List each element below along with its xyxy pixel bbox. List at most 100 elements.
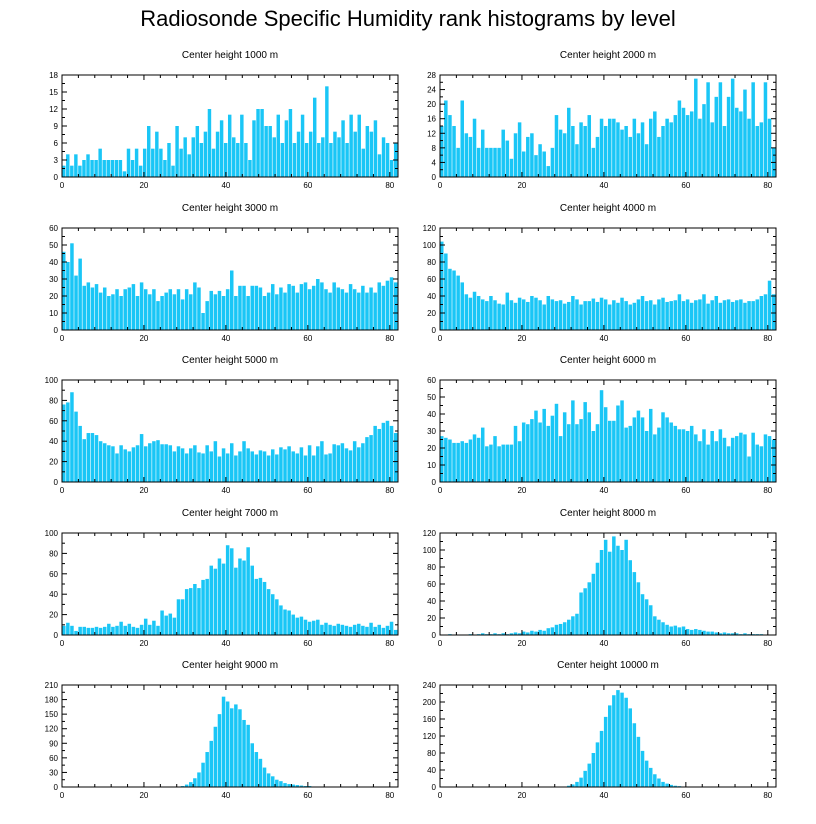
histogram-bar [440,126,444,177]
histogram-bar [505,292,510,330]
histogram-bar [755,444,760,482]
histogram-bar [110,160,115,177]
histogram-bar [448,439,452,482]
histogram-bar [217,290,222,330]
histogram-bar [381,137,386,177]
histogram-bar [283,783,287,787]
histogram-bar [102,160,106,177]
histogram-bar [201,579,205,635]
histogram-bar [767,118,772,177]
x-tick-label: 80 [385,486,394,495]
histogram-bar [677,429,682,482]
y-tick-label: 240 [423,681,437,690]
histogram-bar [288,109,293,177]
histogram-bar [452,442,456,482]
histogram-bar [179,148,183,177]
histogram-bar [377,624,382,635]
histogram-bar [369,131,374,177]
histogram-bar [685,115,690,177]
x-tick-label: 20 [139,486,148,495]
histogram-bar [223,143,228,177]
histogram-panel-2: Center height 2000 m 0 20 40 60 80 0 4 8 12 16 20 24… [427,50,777,190]
y-tick-label: 160 [423,715,437,724]
histogram-bar [603,716,608,788]
histogram-bar [119,296,123,330]
histogram-bar [624,539,628,635]
histogram-bar [542,630,546,635]
panel-title: Center height 9000 m [182,660,278,671]
histogram-bar [159,148,163,177]
histogram-bar [373,292,377,330]
y-tick-label: 40 [427,766,436,775]
histogram-bar [575,613,579,635]
histogram-bar [107,296,111,330]
histogram-bar [509,158,514,177]
histogram-bar [755,299,760,330]
histogram-bar [464,294,469,330]
histogram-bar [115,625,119,635]
histogram-bar [82,160,86,177]
histogram-bar [714,96,719,177]
histogram-bar [74,411,78,482]
histogram-bar [287,284,291,330]
histogram-bar [538,300,542,330]
histogram-bar [320,441,324,482]
histogram-bar [184,289,189,330]
histogram-bar [497,446,501,482]
y-tick-label: 100 [45,529,59,538]
x-tick-label: 0 [438,791,443,800]
histogram-bar [193,282,197,330]
histogram-bar [505,444,510,482]
histogram-bar [505,140,510,177]
x-tick-label: 80 [385,639,394,648]
y-tick-label: 40 [49,590,58,599]
histogram-bar [217,456,222,482]
histogram-bar [575,299,579,330]
histogram-bar [710,300,714,330]
histogram-bar [316,446,320,482]
histogram-bar [542,151,546,177]
histogram-bar [665,417,669,482]
histogram-bar [743,89,747,177]
x-tick-label: 80 [763,486,772,495]
histogram-bar [312,97,317,177]
histogram-bar [661,781,665,787]
histogram-bar [336,623,341,635]
histogram-bar [299,785,304,787]
histogram-bar [299,616,304,635]
y-tick-label: 0 [432,326,437,335]
histogram-bar [562,133,567,177]
y-tick-label: 100 [423,241,437,250]
x-tick-label: 0 [438,639,443,648]
histogram-bar [377,428,382,482]
histogram-bar [673,425,678,482]
histogram-bar [648,605,653,635]
histogram-bar [640,750,645,788]
histogram-bar [632,118,637,177]
histogram-bar [685,431,690,482]
x-tick-label: 20 [517,791,526,800]
histogram-bar [583,301,587,330]
histogram-bar [201,762,205,787]
histogram-bar [252,120,256,177]
histogram-bar [562,303,567,330]
histogram-bar [657,778,661,787]
x-tick-label: 40 [221,486,230,495]
histogram-bar [644,599,649,635]
histogram-bar [234,455,238,482]
histogram-bar [603,539,608,635]
y-tick-label: 80 [427,749,436,758]
y-tick-label: 0 [54,478,59,487]
histogram-bar [480,299,485,330]
y-tick-label: 60 [49,224,58,233]
histogram-bar [135,296,140,330]
histogram-bar [246,724,250,787]
histogram-bar [771,439,776,482]
histogram-bar [184,784,189,787]
histogram-bar [579,419,583,482]
histogram-bar [291,784,295,787]
histogram-bar [66,262,70,330]
histogram-bar [127,623,132,635]
x-tick-label: 60 [303,639,312,648]
histogram-bar [172,617,177,635]
